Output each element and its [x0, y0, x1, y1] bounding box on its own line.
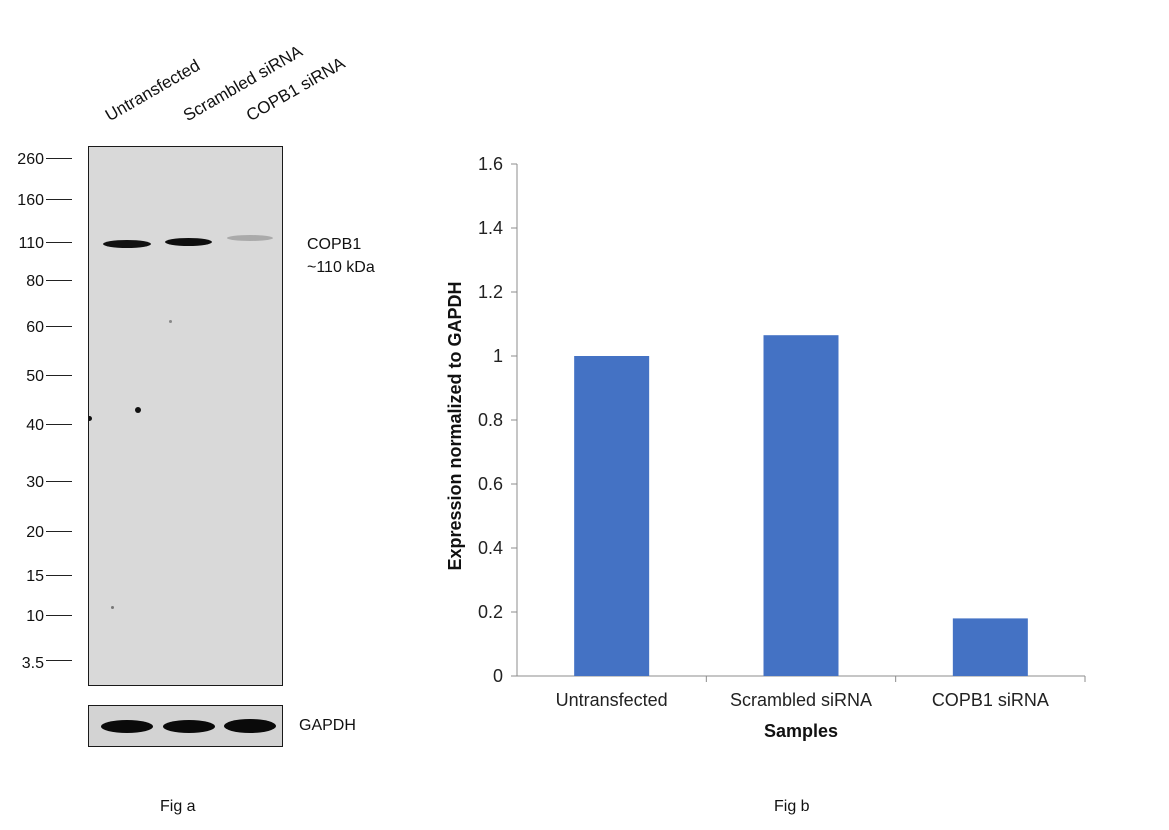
gapdh-band-scrambled: [163, 720, 215, 733]
mw-label: 10: [26, 608, 44, 625]
blot-speck: [89, 416, 92, 421]
loading-control-label: GAPDH: [299, 717, 356, 734]
blot-speck: [169, 320, 172, 323]
mw-tick: [46, 375, 72, 376]
mw-tick: [46, 326, 72, 327]
copb1-blot-image: [88, 146, 283, 686]
band-scrambled: [165, 238, 212, 246]
gapdh-band-untransfected: [101, 720, 153, 733]
mw-tick: [46, 481, 72, 482]
mw-label: 110: [18, 235, 44, 252]
mw-label: 3.5: [21, 655, 44, 672]
y-tick-label: 0.2: [478, 602, 503, 622]
target-protein-size: ~110 kDa: [307, 259, 375, 276]
blot-speck: [135, 407, 141, 413]
mw-label: 60: [26, 319, 44, 336]
gapdh-blot-image: [88, 705, 283, 747]
target-protein-name: COPB1: [307, 236, 362, 253]
x-tick-label: Scrambled siRNA: [730, 690, 872, 710]
fig-b-caption: Fig b: [774, 798, 810, 815]
y-tick-label: 0.4: [478, 538, 503, 558]
mw-tick: [46, 660, 72, 661]
mw-tick: [46, 158, 72, 159]
y-tick-label: 1: [493, 346, 503, 366]
y-axis-title: Expression normalized to GAPDH: [445, 281, 465, 570]
target-protein-label: COPB1 ~110 kDa: [307, 233, 375, 279]
x-tick-label: COPB1 siRNA: [932, 690, 1049, 710]
mw-tick: [46, 199, 72, 200]
mw-tick: [46, 615, 72, 616]
bar: [952, 618, 1028, 676]
band-copb1-sirna: [227, 235, 273, 241]
mw-tick: [46, 280, 72, 281]
mw-label: 40: [26, 417, 44, 434]
x-axis-title: Samples: [764, 721, 838, 741]
y-tick-label: 1.6: [478, 154, 503, 174]
mw-label: 50: [26, 368, 44, 385]
mw-tick: [46, 424, 72, 425]
gapdh-band-copb1-sirna: [224, 719, 276, 733]
y-tick-label: 0.6: [478, 474, 503, 494]
y-tick-label: 0.8: [478, 410, 503, 430]
y-tick-label: 0: [493, 666, 503, 686]
band-untransfected: [103, 240, 151, 248]
mw-tick: [46, 531, 72, 532]
mw-label: 30: [26, 474, 44, 491]
mw-tick: [46, 575, 72, 576]
mw-label: 20: [26, 524, 44, 541]
bar: [574, 356, 650, 676]
y-tick-label: 1.2: [478, 282, 503, 302]
fig-a-caption: Fig a: [160, 798, 196, 815]
mw-label: 260: [17, 151, 44, 168]
mw-label: 160: [17, 192, 44, 209]
bar: [763, 335, 839, 676]
y-tick-label: 1.4: [478, 218, 503, 238]
mw-tick: [46, 242, 72, 243]
x-tick-label: Untransfected: [556, 690, 668, 710]
blot-speck: [111, 606, 114, 609]
mw-label: 15: [26, 568, 44, 585]
mw-label: 80: [26, 273, 44, 290]
